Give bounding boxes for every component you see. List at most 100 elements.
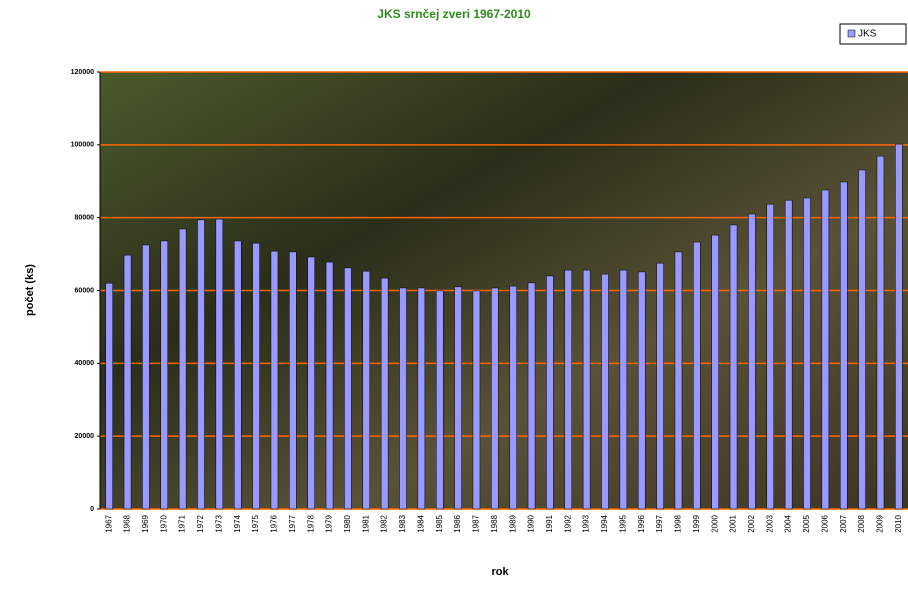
x-tick-label: 1973 xyxy=(214,514,223,532)
bar xyxy=(546,275,554,510)
x-axis-label: rok xyxy=(491,566,509,578)
bar xyxy=(564,269,573,510)
bar xyxy=(197,219,205,510)
x-tick-label: 2001 xyxy=(729,514,738,532)
bar xyxy=(637,271,646,510)
x-tick-label: 1986 xyxy=(453,514,462,532)
chart-title: JKS srnčej zveri 1967-2010 xyxy=(377,7,531,21)
x-tick-label: 1975 xyxy=(251,514,260,532)
bar xyxy=(435,290,444,510)
x-tick-label: 2009 xyxy=(876,514,885,532)
x-tick-label: 1991 xyxy=(545,514,554,532)
bar xyxy=(380,277,389,510)
bar xyxy=(142,244,150,510)
x-tick-label: 2006 xyxy=(820,514,829,532)
y-tick-label: 60000 xyxy=(75,287,95,294)
bar xyxy=(711,234,719,510)
x-tick-label: 1976 xyxy=(270,514,279,532)
x-tick-label: 1987 xyxy=(472,514,481,532)
bar xyxy=(619,269,628,510)
bar xyxy=(858,169,866,510)
bar xyxy=(399,287,407,510)
y-tick-label: 100000 xyxy=(71,142,94,149)
bar xyxy=(215,218,224,510)
bar xyxy=(766,203,775,510)
legend-box xyxy=(839,23,907,45)
legend xyxy=(839,23,907,45)
x-tick-label: 1981 xyxy=(361,514,370,532)
bar xyxy=(729,224,738,510)
x-tick-label: 1982 xyxy=(380,514,389,532)
bar xyxy=(527,282,536,510)
x-tick-label: 1979 xyxy=(325,514,334,532)
bar xyxy=(325,261,334,510)
bar xyxy=(307,256,315,510)
bar xyxy=(601,273,609,510)
x-tick-label: 1985 xyxy=(435,514,444,532)
x-tick-label: 1967 xyxy=(104,514,113,532)
y-tick-label: 20000 xyxy=(75,433,95,440)
x-tick-label: 1983 xyxy=(398,514,407,532)
x-tick-label: 1994 xyxy=(600,514,609,532)
x-tick-label: 2002 xyxy=(747,514,756,532)
bar xyxy=(233,240,242,510)
y-tick-label: 0 xyxy=(90,506,94,513)
x-tick-label: 2010 xyxy=(894,514,903,532)
y-axis-label: počet (ks) xyxy=(24,264,36,316)
bar xyxy=(344,267,352,510)
x-tick-label: 1990 xyxy=(527,514,536,532)
x-tick-label: 1980 xyxy=(343,514,352,532)
x-tick-label: 2003 xyxy=(765,514,774,532)
x-tick-label: 1984 xyxy=(416,514,425,532)
bar xyxy=(491,287,499,510)
bar xyxy=(178,228,187,510)
bar xyxy=(123,254,132,510)
bar xyxy=(472,290,481,510)
legend-label: JKS xyxy=(858,29,877,40)
y-tick-label: 40000 xyxy=(75,360,95,367)
bar xyxy=(839,181,848,510)
x-tick-label: 1997 xyxy=(655,514,664,532)
bar xyxy=(748,213,756,510)
bar xyxy=(160,240,169,510)
x-tick-label: 1978 xyxy=(306,514,315,532)
x-tick-label: 1992 xyxy=(563,514,572,532)
x-tick-label: 1970 xyxy=(159,514,168,532)
bar xyxy=(582,269,591,510)
x-tick-label: 1974 xyxy=(233,514,242,532)
bar xyxy=(454,286,462,510)
y-tick-label: 120000 xyxy=(71,69,94,76)
x-tick-label: 1989 xyxy=(508,514,517,532)
x-tick-label: 1972 xyxy=(196,514,205,532)
x-tick-label: 1971 xyxy=(178,514,187,532)
bar xyxy=(509,285,517,510)
x-tick-label: 2004 xyxy=(784,514,793,532)
x-tick-label: 2008 xyxy=(857,514,866,532)
bar xyxy=(656,262,664,510)
x-tick-label: 1998 xyxy=(674,514,683,532)
x-tick-label: 1977 xyxy=(288,514,297,532)
x-tick-label: 1999 xyxy=(692,514,701,532)
x-tick-label: 2007 xyxy=(839,514,848,532)
x-tick-label: 1993 xyxy=(582,514,591,532)
bar xyxy=(417,287,426,510)
x-tick-label: 1995 xyxy=(618,514,627,532)
x-tick-label: 1988 xyxy=(490,514,499,532)
bar xyxy=(362,270,371,510)
legend-swatch xyxy=(847,29,856,38)
x-tick-label: 2005 xyxy=(802,514,811,532)
x-tick-label: 1996 xyxy=(637,514,646,532)
bar xyxy=(252,242,260,510)
x-tick-label: 2000 xyxy=(710,514,719,532)
bar xyxy=(895,143,903,510)
bar xyxy=(803,197,811,510)
x-tick-label: 1968 xyxy=(123,514,132,532)
x-tick-label: 1969 xyxy=(141,514,150,532)
bar xyxy=(821,189,830,510)
bar xyxy=(289,251,297,510)
y-tick-label: 80000 xyxy=(75,215,95,222)
bar xyxy=(270,250,279,510)
bar xyxy=(784,199,793,510)
bar xyxy=(674,251,683,510)
